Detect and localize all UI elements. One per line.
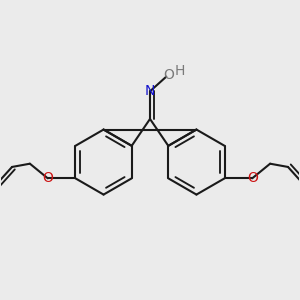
Text: H: H xyxy=(175,64,185,78)
Text: O: O xyxy=(164,68,175,82)
Text: N: N xyxy=(145,84,155,98)
Text: O: O xyxy=(247,171,258,185)
Text: O: O xyxy=(42,171,53,185)
